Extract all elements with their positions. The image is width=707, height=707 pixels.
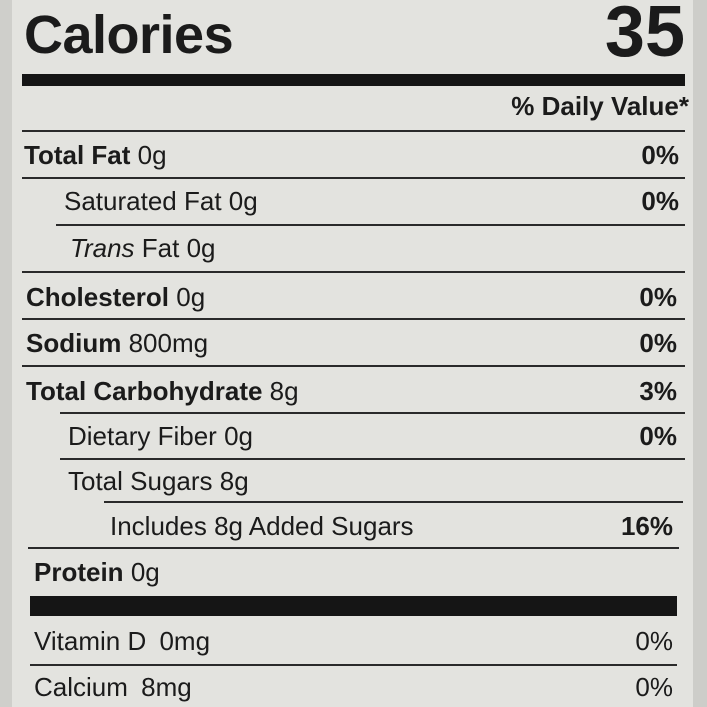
added-sugars-text: Includes 8g Added Sugars: [110, 511, 414, 541]
divider: [56, 224, 685, 226]
divider: [22, 271, 685, 273]
protein-amount: 0g: [130, 557, 160, 587]
divider: [60, 412, 685, 414]
added-sugars-row: Includes 8g Added Sugars: [110, 513, 414, 539]
thick-divider: [22, 74, 685, 86]
divider: [30, 664, 677, 666]
divider: [22, 318, 685, 320]
added-sugars-dv: 16%: [620, 511, 673, 541]
saturated-fat-name: Saturated Fat: [64, 186, 222, 216]
calcium-name: Calcium: [34, 672, 128, 702]
vitamin-d-name: Vitamin D: [34, 626, 147, 656]
total-carbohydrate-name: Total Carbohydrate: [26, 376, 263, 406]
cholesterol-amount: 0g: [176, 282, 206, 312]
calories-value: 35: [604, 0, 685, 72]
dietary-fiber-amount: 0g: [224, 421, 253, 451]
thick-divider: [30, 596, 677, 616]
trans-fat-name: Fat: [141, 233, 180, 263]
sodium-amount: 800mg: [128, 328, 209, 358]
divider: [22, 177, 685, 179]
dietary-fiber-row: Dietary Fiber 0g: [68, 423, 253, 449]
dietary-fiber-name: Dietary Fiber: [68, 421, 217, 451]
calcium-dv: 0%: [635, 672, 673, 702]
cholesterol-name: Cholesterol: [26, 282, 170, 312]
total-fat-name: Total Fat: [24, 140, 131, 170]
calories-label: Calories: [24, 5, 234, 65]
total-sugars-name: Total Sugars: [68, 466, 213, 496]
total-sugars-amount: 8g: [219, 466, 249, 496]
trans-fat-amount: 0g: [186, 233, 216, 263]
total-carbohydrate-dv: 3%: [639, 376, 677, 406]
cholesterol-dv: 0%: [639, 282, 677, 312]
vitamin-d-dv: 0%: [635, 626, 673, 656]
total-carbohydrate-amount: 8g: [269, 376, 299, 406]
sodium-row: Sodium 800mg: [26, 330, 208, 356]
protein-name: Protein: [34, 557, 124, 587]
daily-value-header: % Daily Value*: [511, 91, 689, 121]
protein-row: Protein 0g: [34, 559, 160, 585]
total-sugars-row: Total Sugars 8g: [68, 468, 249, 494]
total-fat-dv: 0%: [641, 140, 679, 170]
divider: [60, 458, 685, 460]
saturated-fat-row: Saturated Fat 0g: [64, 188, 258, 214]
vitamin-d-row: Vitamin D 0mg: [34, 628, 210, 654]
divider: [22, 365, 685, 367]
saturated-fat-amount: 0g: [228, 186, 258, 216]
sodium-dv: 0%: [639, 328, 677, 358]
cholesterol-row: Cholesterol 0g: [26, 284, 205, 310]
trans-fat-italic: Trans: [70, 233, 135, 263]
trans-fat-row: Trans Fat 0g: [70, 235, 216, 261]
sodium-name: Sodium: [26, 328, 122, 358]
calories-row: Calories 35: [24, 0, 685, 70]
label-left-edge: [0, 0, 12, 707]
total-fat-row: Total Fat 0g: [24, 142, 167, 168]
total-fat-amount: 0g: [137, 140, 167, 170]
label-right-edge: [693, 0, 707, 707]
total-carbohydrate-row: Total Carbohydrate 8g: [26, 378, 299, 404]
divider: [22, 130, 685, 132]
vitamin-d-amount: 0mg: [159, 626, 211, 656]
divider: [104, 501, 683, 503]
calcium-amount: 8mg: [141, 672, 192, 702]
divider: [28, 547, 679, 549]
dietary-fiber-dv: 0%: [639, 421, 677, 451]
saturated-fat-dv: 0%: [641, 186, 679, 216]
calcium-row: Calcium 8mg: [34, 674, 192, 700]
